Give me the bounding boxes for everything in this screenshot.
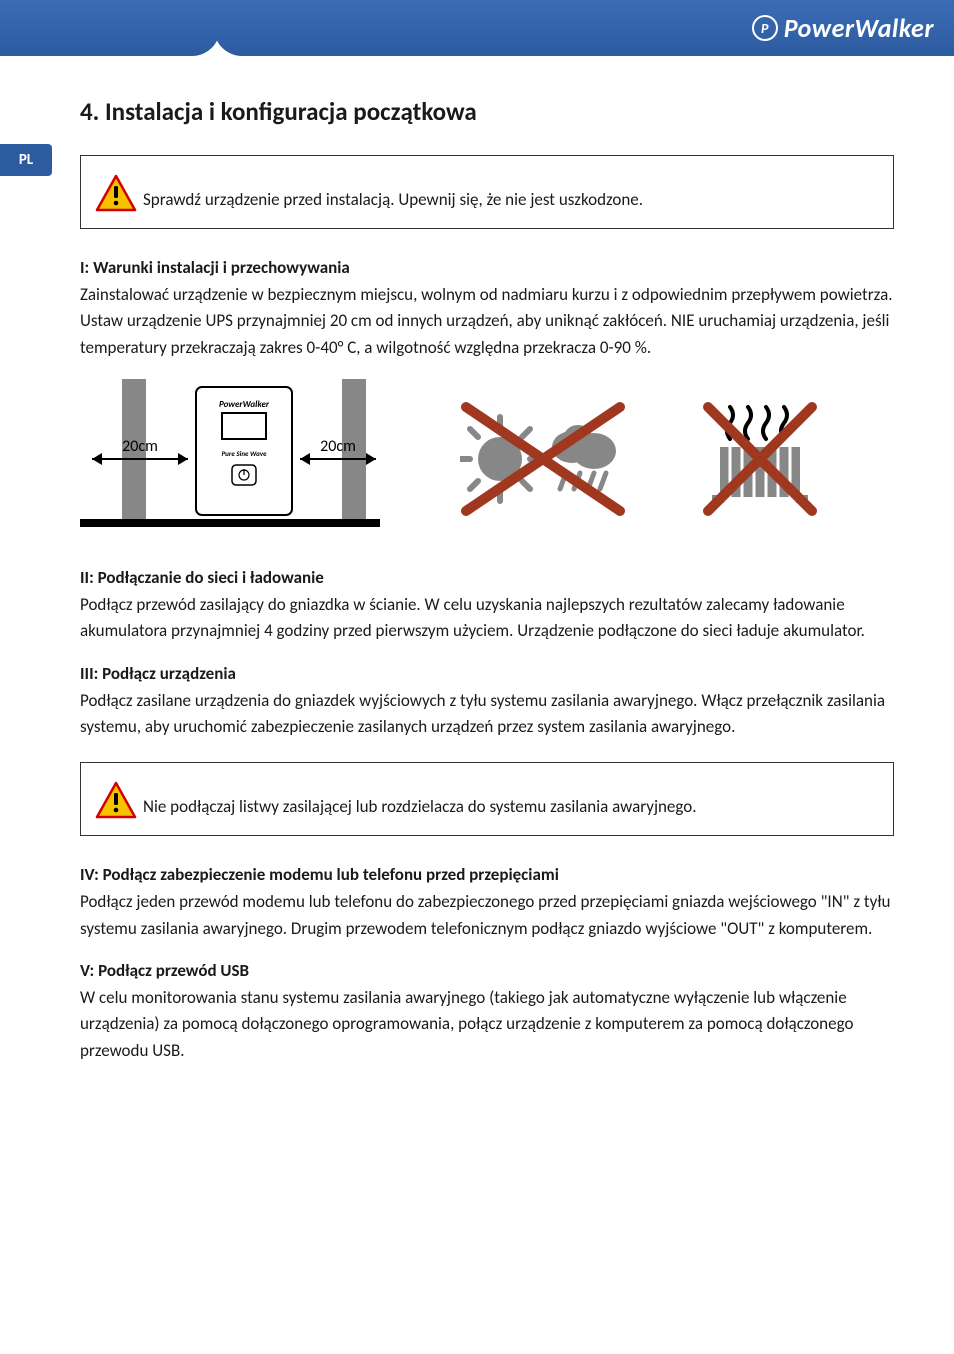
section-title: 4. Instalacja i konfiguracja początkowa xyxy=(80,96,894,127)
subsection-1: I: Warunki instalacji i przechowywania Z… xyxy=(80,257,894,361)
sub3-heading: III: Podłącz urządzenia xyxy=(80,663,894,684)
sub2-heading: II: Podłączanie do sieci i ładowanie xyxy=(80,567,894,588)
sub4-body: Podłącz jeden przewód modemu lub telefon… xyxy=(80,889,894,942)
subsection-3: III: Podłącz urządzenia Podłącz zasilane… xyxy=(80,663,894,741)
sub1-body: Zainstalować urządzenie w bezpiecznym mi… xyxy=(80,282,894,361)
subsection-5: V: Podłącz przewód USB W celu monitorowa… xyxy=(80,960,894,1064)
banner-right: P PowerWalker xyxy=(214,0,954,56)
brand-logo: P PowerWalker xyxy=(752,12,934,44)
language-badge: PL xyxy=(0,144,52,176)
banner-left-curve xyxy=(0,0,220,56)
sub4-heading: IV: Podłącz zabezpieczenie modemu lub te… xyxy=(80,864,894,885)
warning-box-1: Sprawdź urządzenie przed instalacją. Upe… xyxy=(80,155,894,229)
diagrams-row: PowerWalker Pure Sine Wave 20cm 20cm xyxy=(80,379,894,539)
warning-text-1: Sprawdź urządzenie przed instalacją. Upe… xyxy=(143,189,643,212)
page-content: PL 4. Instalacja i konfiguracja początko… xyxy=(0,56,954,1122)
brand-icon: P xyxy=(752,15,778,41)
top-banner: P PowerWalker xyxy=(0,0,954,56)
device-brand-text: PowerWalker xyxy=(219,399,270,410)
warning-text-2: Nie podłączaj listwy zasilającej lub roz… xyxy=(143,796,697,819)
sub1-heading: I: Warunki instalacji i przechowywania xyxy=(80,257,894,278)
warning-icon xyxy=(95,174,137,212)
hazard-diagram xyxy=(460,389,840,529)
warning-icon xyxy=(95,781,137,819)
sub5-heading: V: Podłącz przewód USB xyxy=(80,960,894,981)
sub2-body: Podłącz przewód zasilający do gniazdka w… xyxy=(80,592,894,645)
subsection-4: IV: Podłącz zabezpieczenie modemu lub te… xyxy=(80,864,894,942)
device-caption: Pure Sine Wave xyxy=(221,449,267,458)
sub5-body: W celu monitorowania stanu systemu zasil… xyxy=(80,985,894,1064)
brand-text: PowerWalker xyxy=(784,12,934,44)
clearance-right-label: 20cm xyxy=(320,437,356,456)
clearance-diagram: PowerWalker Pure Sine Wave 20cm 20cm xyxy=(80,379,380,539)
warning-box-2: Nie podłączaj listwy zasilającej lub roz… xyxy=(80,762,894,836)
sub3-body: Podłącz zasilane urządzenia do gniazdek … xyxy=(80,688,894,741)
subsection-2: II: Podłączanie do sieci i ładowanie Pod… xyxy=(80,567,894,645)
clearance-left-label: 20cm xyxy=(122,437,158,456)
